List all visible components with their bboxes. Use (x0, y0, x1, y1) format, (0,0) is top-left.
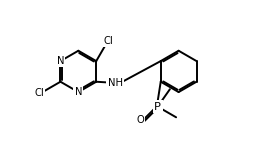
Text: N: N (57, 56, 64, 66)
Text: O: O (136, 115, 144, 125)
Text: Cl: Cl (104, 36, 114, 46)
Text: P: P (154, 102, 161, 112)
Text: N: N (75, 87, 82, 97)
Text: Cl: Cl (34, 88, 44, 98)
Text: NH: NH (108, 78, 122, 88)
